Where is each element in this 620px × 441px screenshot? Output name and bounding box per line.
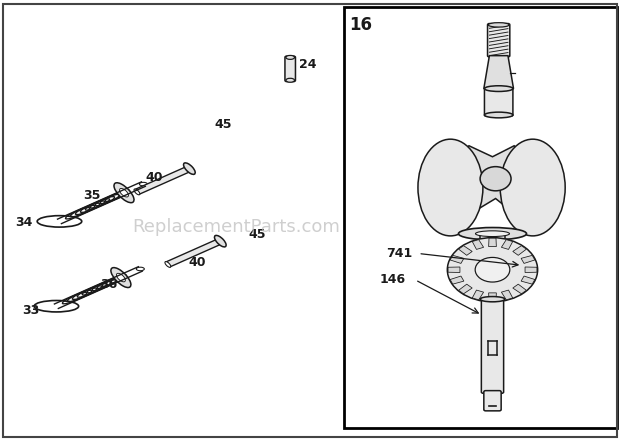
Ellipse shape xyxy=(418,139,483,236)
Text: 45: 45 xyxy=(215,118,232,131)
Polygon shape xyxy=(135,166,192,194)
Text: 45: 45 xyxy=(249,228,266,241)
Polygon shape xyxy=(513,246,526,255)
Ellipse shape xyxy=(165,262,171,267)
FancyBboxPatch shape xyxy=(481,300,503,393)
Ellipse shape xyxy=(458,228,526,240)
Text: 35: 35 xyxy=(84,188,101,202)
Bar xyxy=(344,7,618,428)
Ellipse shape xyxy=(484,86,513,91)
Text: 36: 36 xyxy=(100,278,118,291)
Text: 24: 24 xyxy=(299,58,316,71)
Text: 146: 146 xyxy=(379,273,405,286)
Text: 741: 741 xyxy=(386,247,412,260)
Polygon shape xyxy=(521,276,535,284)
Ellipse shape xyxy=(136,267,144,271)
Polygon shape xyxy=(513,284,526,294)
Text: 40: 40 xyxy=(188,256,206,269)
Ellipse shape xyxy=(34,300,79,312)
Ellipse shape xyxy=(286,78,294,82)
Ellipse shape xyxy=(37,216,82,227)
Polygon shape xyxy=(448,267,460,273)
Polygon shape xyxy=(450,146,533,218)
Circle shape xyxy=(475,258,510,282)
Ellipse shape xyxy=(215,235,226,247)
Ellipse shape xyxy=(117,273,125,282)
Polygon shape xyxy=(525,267,537,273)
Ellipse shape xyxy=(286,56,294,60)
Polygon shape xyxy=(472,290,484,300)
Polygon shape xyxy=(489,293,497,301)
Bar xyxy=(480,235,505,256)
Ellipse shape xyxy=(111,268,131,288)
Polygon shape xyxy=(459,246,472,255)
Ellipse shape xyxy=(140,182,148,186)
Polygon shape xyxy=(502,290,513,300)
Ellipse shape xyxy=(480,296,505,302)
FancyBboxPatch shape xyxy=(487,23,510,57)
Polygon shape xyxy=(450,255,464,263)
Polygon shape xyxy=(450,276,464,284)
Ellipse shape xyxy=(476,231,510,236)
FancyBboxPatch shape xyxy=(484,391,501,411)
Text: 40: 40 xyxy=(145,171,163,184)
Ellipse shape xyxy=(134,189,140,195)
Polygon shape xyxy=(489,238,497,247)
Ellipse shape xyxy=(484,112,513,118)
Polygon shape xyxy=(521,255,535,263)
Text: 16: 16 xyxy=(349,16,372,34)
Polygon shape xyxy=(502,239,513,250)
Ellipse shape xyxy=(500,139,565,236)
Text: ReplacementParts.com: ReplacementParts.com xyxy=(132,218,340,236)
Ellipse shape xyxy=(114,183,134,203)
Polygon shape xyxy=(484,56,513,89)
Ellipse shape xyxy=(120,188,128,197)
FancyBboxPatch shape xyxy=(285,56,296,82)
Text: 34: 34 xyxy=(16,216,33,229)
Circle shape xyxy=(448,238,538,302)
Polygon shape xyxy=(166,239,223,267)
Ellipse shape xyxy=(480,167,511,191)
Polygon shape xyxy=(472,239,484,250)
Ellipse shape xyxy=(488,22,509,27)
FancyBboxPatch shape xyxy=(484,88,513,116)
Text: 33: 33 xyxy=(22,304,39,317)
Ellipse shape xyxy=(184,163,195,174)
Polygon shape xyxy=(459,284,472,294)
